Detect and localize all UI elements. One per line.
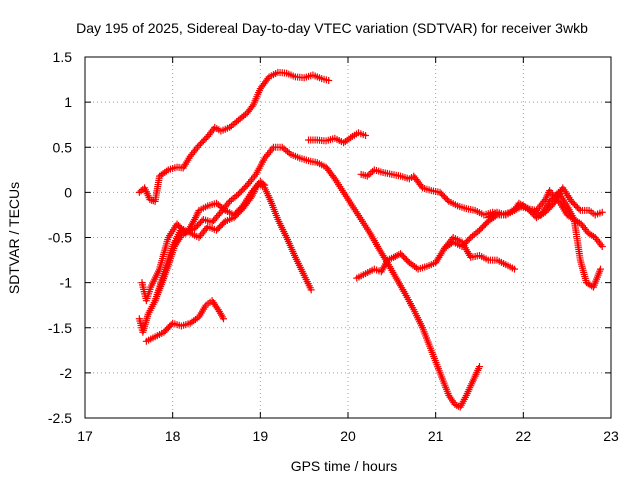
chart-title: Day 195 of 2025, Sidereal Day-to-day VTE… bbox=[76, 20, 588, 36]
grid bbox=[85, 57, 611, 418]
x-tick-label: 19 bbox=[253, 428, 269, 444]
data-point bbox=[598, 208, 606, 216]
series-track-8 bbox=[353, 234, 519, 282]
data-point bbox=[365, 171, 373, 179]
data-point bbox=[261, 181, 269, 189]
y-axis-label: SDTVAR / TECUs bbox=[6, 182, 22, 294]
data-point bbox=[198, 217, 206, 225]
data-point bbox=[596, 265, 604, 273]
data-point bbox=[220, 219, 228, 227]
y-tick-labels: -2.5 -2 -1.5 -1 -0.5 0 0.5 1 1.5 bbox=[48, 49, 72, 426]
y-tick-label: -1 bbox=[60, 275, 73, 291]
y-tick-label: 1 bbox=[64, 94, 72, 110]
data-point bbox=[511, 265, 519, 273]
data-point bbox=[369, 167, 377, 175]
data-point bbox=[248, 102, 256, 110]
y-tick-label: 0.5 bbox=[53, 139, 73, 155]
y-tick-label: -2.5 bbox=[48, 410, 72, 426]
x-tick-label: 17 bbox=[77, 428, 93, 444]
series-track-4 bbox=[142, 297, 228, 345]
data-point bbox=[465, 235, 473, 243]
series-track-6 bbox=[305, 129, 370, 147]
data-point bbox=[167, 321, 175, 329]
data-point bbox=[307, 286, 315, 294]
series-track-1 bbox=[135, 68, 333, 205]
y-tick-label: -0.5 bbox=[48, 230, 72, 246]
y-tick-label: 0 bbox=[64, 184, 72, 200]
y-tick-label: 1.5 bbox=[53, 49, 73, 65]
data-point bbox=[220, 315, 228, 323]
x-tick-label: 20 bbox=[340, 428, 356, 444]
data-point bbox=[330, 173, 338, 181]
series-track-2 bbox=[138, 143, 483, 411]
x-tick-labels: 17 18 19 20 21 22 23 bbox=[77, 428, 619, 444]
data-point bbox=[598, 243, 606, 251]
series-track-10 bbox=[484, 184, 606, 222]
data-points bbox=[135, 68, 606, 411]
x-tick-label: 18 bbox=[165, 428, 181, 444]
x-tick-label: 21 bbox=[428, 428, 444, 444]
y-tick-label: -1.5 bbox=[48, 320, 72, 336]
data-point bbox=[443, 196, 451, 204]
x-tick-label: 22 bbox=[516, 428, 532, 444]
data-point bbox=[259, 180, 267, 188]
series-track-7 bbox=[357, 166, 606, 251]
y-tick-label: -2 bbox=[60, 365, 73, 381]
data-point bbox=[325, 76, 333, 84]
data-point bbox=[476, 363, 483, 371]
plot-frame bbox=[84, 56, 612, 419]
series-track-5 bbox=[151, 178, 269, 305]
x-axis-label: GPS time / hours bbox=[291, 458, 398, 474]
x-tick-label: 23 bbox=[603, 428, 619, 444]
data-point bbox=[362, 132, 370, 140]
data-point bbox=[575, 205, 583, 213]
